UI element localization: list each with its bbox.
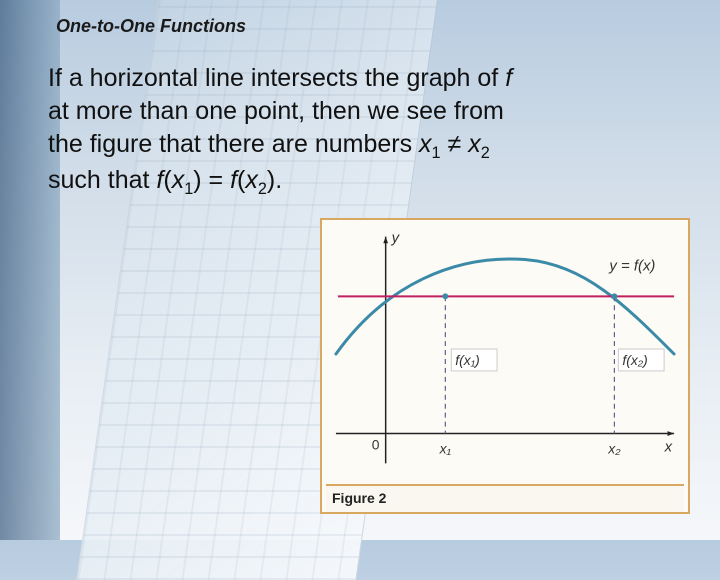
body-f1: f <box>505 64 512 92</box>
body-x2var: x <box>468 130 481 158</box>
body-line3a: the figure that there are numbers <box>48 130 419 158</box>
body-sub2b: 2 <box>258 180 267 198</box>
body-x1var: x <box>419 130 432 158</box>
body-rp1: ) <box>193 166 201 194</box>
body-sub1: 1 <box>432 144 441 162</box>
body-x1-l: x <box>172 166 185 194</box>
body-dot: . <box>275 166 282 194</box>
body-neq: ≠ <box>441 130 469 158</box>
svg-text:x₂: x₂ <box>607 440 621 456</box>
svg-text:x₁: x₁ <box>439 440 452 456</box>
svg-text:y = f(x): y = f(x) <box>608 258 655 274</box>
slide-title: One-to-One Functions <box>56 16 246 37</box>
body-line1a: If a horizontal line intersects the grap… <box>48 64 505 92</box>
body-line2: at more than one point, then we see from <box>48 97 504 125</box>
svg-text:0: 0 <box>372 436 380 452</box>
svg-text:f(x₁): f(x₁) <box>455 352 479 368</box>
body-f-r: f <box>230 166 237 194</box>
svg-text:x: x <box>664 439 673 455</box>
svg-text:f(x₂): f(x₂) <box>622 352 647 368</box>
body-paragraph: If a horizontal line intersects the grap… <box>48 62 668 201</box>
figure-container: y x 0 x₁ x₂ f(x₁) f(x₂) y = f(x) Figure 2 <box>320 218 690 514</box>
body-line4a: such that <box>48 166 156 194</box>
body-x2-r: x <box>245 166 258 194</box>
figure-svg: y x 0 x₁ x₂ f(x₁) f(x₂) y = f(x) <box>326 224 684 484</box>
figure-caption: Figure 2 <box>326 484 684 512</box>
body-sub1b: 1 <box>184 180 193 198</box>
body-sub2: 2 <box>481 144 490 162</box>
body-lp1: ( <box>163 166 171 194</box>
body-eq: = <box>202 166 231 194</box>
svg-text:y: y <box>391 231 401 247</box>
body-rp2: ) <box>267 166 275 194</box>
